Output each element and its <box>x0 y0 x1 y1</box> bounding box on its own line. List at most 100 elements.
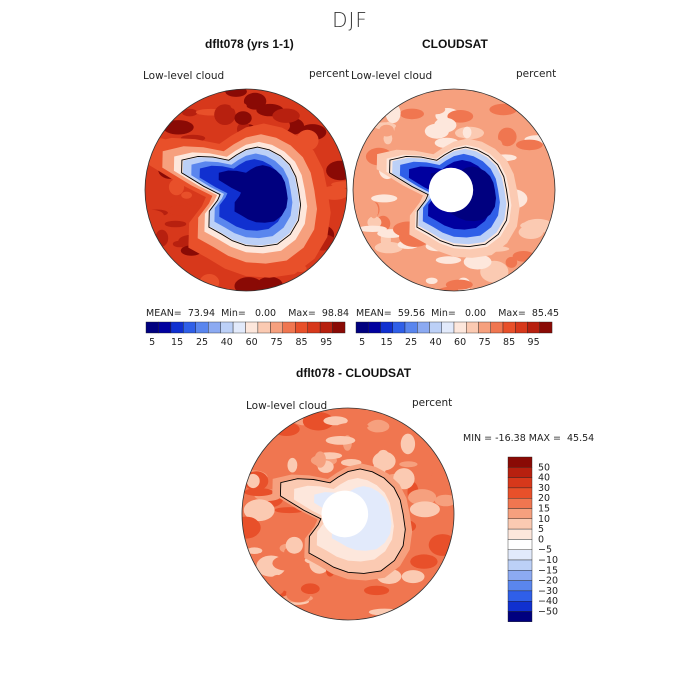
panel2-field-patch <box>512 250 535 262</box>
panel3-field-patch <box>377 449 389 461</box>
panel3-field-patch <box>285 536 303 554</box>
panel1-units-label: percent <box>309 68 350 80</box>
panel1-field-patch <box>234 111 252 125</box>
panel3-colorbar-tick-label: −50 <box>538 607 558 618</box>
panel1-field-patch <box>272 108 300 123</box>
panel3-colorbar-cell <box>507 580 533 592</box>
panel3-field-patch <box>408 489 437 506</box>
panel2-field-patch <box>462 126 472 139</box>
panel2-colorbar-cell <box>490 321 504 334</box>
panel3-min-value: -16.38 <box>495 433 526 444</box>
panel1-colorbar-cell <box>220 321 234 334</box>
panel3-field-patch <box>410 554 438 569</box>
panel3-field-patch <box>400 433 416 455</box>
panel2-field-patch <box>434 117 457 133</box>
panel3-colorbar-cell <box>507 590 533 602</box>
panel2-max-label: Max= <box>498 308 526 319</box>
panel2-colorbar-tick-label: 85 <box>503 337 515 348</box>
panel3-field-patch <box>302 412 334 431</box>
panel2-mean-label: MEAN= <box>356 308 392 319</box>
panel2-colorbar-cell <box>478 321 491 334</box>
panel3-field-patch <box>269 574 286 596</box>
panel3-field-patch <box>401 570 425 584</box>
panel3-field-patch <box>409 501 440 518</box>
panel1-colorbar-cell <box>183 321 196 334</box>
panel2-field-patch <box>379 124 395 137</box>
panel2-field-patch <box>445 279 473 290</box>
panel1-field-patch <box>199 274 220 291</box>
panel2-field-patch <box>489 103 518 116</box>
panel2-colorbar-cell <box>453 321 467 334</box>
panel2-field-patch <box>425 277 438 284</box>
panel2-colorbar-cell <box>355 321 369 334</box>
panel3-title: dflt078 - CLOUDSAT <box>296 366 412 380</box>
panel1-colorbar-cell <box>145 321 159 334</box>
panel1-field-patch <box>326 160 347 181</box>
panel3-units-label: percent <box>412 397 453 409</box>
panel2-coastline <box>389 146 510 248</box>
panel3-field-patch <box>364 585 390 596</box>
panel1-colorbar-cell <box>295 321 308 334</box>
panel3-colorbar-cell <box>507 559 533 571</box>
panel2-field-patch <box>371 194 398 203</box>
panel1-colorbar-tick-label: 15 <box>171 337 183 348</box>
panel3-field-patch <box>337 422 369 430</box>
panel2-colorbar-cell <box>404 321 418 334</box>
panel1-field-patch <box>225 89 247 97</box>
panel3-colorbar-tick-label: 50 <box>538 462 550 473</box>
panel1-max-value: 98.84 <box>321 308 350 319</box>
panel1-colorbar-cell <box>319 321 333 334</box>
panel1-colorbar-cell <box>257 321 271 334</box>
panel1-colorbar-cell <box>245 321 259 334</box>
panel3-colorbar-cell <box>507 549 533 561</box>
panel1-field-patch <box>182 108 198 117</box>
panel1-field-patch <box>214 104 236 125</box>
panel2-field-patch <box>367 216 382 229</box>
panel2-colorbar-tick-label: 75 <box>479 337 491 348</box>
panel3-colorbar-cell <box>507 528 533 540</box>
panel3-colorbar-tick-label: −15 <box>538 565 558 576</box>
panel1-field-patch <box>167 205 190 216</box>
panel2-colorbar-tick-label: 95 <box>528 337 540 348</box>
panel3-field-patch <box>314 451 326 468</box>
panel3-field-patch <box>242 516 261 539</box>
panel1-mean-label: MEAN= <box>146 308 182 319</box>
panel2-colorbar-cell <box>417 321 430 334</box>
panel3-colorbar-tick-label: −10 <box>538 555 558 566</box>
panel3-colorbar-cell <box>507 477 533 489</box>
panel1-colorbar-cell <box>170 321 184 334</box>
panel3-colorbar-cell <box>507 456 533 468</box>
panel2-field-patch <box>356 195 374 205</box>
panel3-field-patch <box>287 457 298 473</box>
panel1-colorbar-cell <box>332 321 346 334</box>
panel3-map-border <box>241 407 455 621</box>
panel3-colorbar-tick-label: 15 <box>538 504 550 515</box>
panel1-field-patch <box>181 191 193 199</box>
panel1-colorbar-cell <box>232 321 246 334</box>
panel2-min-label: Min= <box>431 308 456 319</box>
panel3-colorbar-tick-label: 0 <box>538 534 544 545</box>
panel1-stats: MEAN= 73.94 Min= 0.00 Max= 98.84 <box>146 308 349 319</box>
panel2-colorbar-tick-label: 15 <box>381 337 393 348</box>
panel2-max-value: 85.45 <box>531 308 560 319</box>
season-title: DJF <box>332 8 368 32</box>
panel2-colorbar-tick-label: 40 <box>430 337 442 348</box>
panel3-missing-pole <box>321 490 369 538</box>
panel3-colorbar-tick-label: −20 <box>538 576 558 587</box>
panel3-field-patch <box>286 529 309 538</box>
panel3-field-patch <box>244 488 274 497</box>
panel2-field-patch <box>505 256 518 268</box>
panel3-variable-label: Low-level cloud <box>246 400 328 412</box>
panel1-colorbar-cell <box>270 321 284 334</box>
panel3-colorbar-cell <box>507 611 533 623</box>
panel3-coastline <box>279 468 406 574</box>
panel2-colorbar-tick-label: 60 <box>454 337 466 348</box>
panel1-colorbar-cell <box>158 321 172 334</box>
panel3-colorbar-cell <box>507 570 533 581</box>
panel1-field-patch <box>145 209 165 223</box>
panel2-missing-pole <box>428 167 474 213</box>
panel3-colorbar-cell <box>507 467 533 478</box>
panel2-units-label: percent <box>516 68 557 80</box>
panel2-colorbar-cell <box>527 321 540 334</box>
